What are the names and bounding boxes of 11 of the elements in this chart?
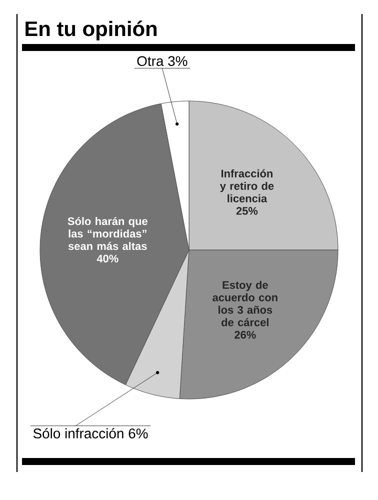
- data-label: 26%: [234, 330, 256, 339]
- data-label: 6%: [128, 428, 148, 438]
- data-label: 25%: [236, 207, 258, 215]
- chart-title: En tu opinión: [26, 20, 157, 40]
- slice-label: Sólo harán que las “mordidas” sean más altas: [68, 216, 148, 250]
- slice-label: Sólo infracción: [33, 428, 124, 438]
- data-label: 3%: [168, 56, 188, 66]
- slice-label: Otra: [137, 56, 164, 66]
- slice-label: Infracción y retiro de licencia: [220, 169, 274, 202]
- data-label: 40%: [96, 254, 118, 262]
- slice-label: Estoy de acuerdo con los 3 años de cárcel: [212, 280, 278, 326]
